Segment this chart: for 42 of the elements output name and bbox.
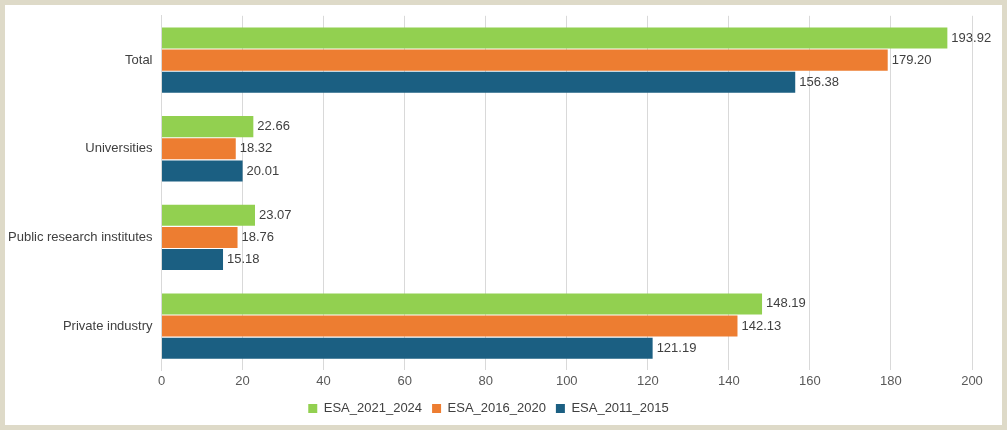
x-tick-label: 100 [555,372,578,388]
legend-label: ESA_2016_2020 [447,400,546,416]
legend-label: ESA_2021_2024 [323,400,423,416]
x-tick-label: 140 [718,372,740,388]
x-tick-label: 160 [799,372,821,388]
y-tick-label: Public research institutes [8,229,154,244]
y-tick-label: Total [125,51,153,67]
bar [162,337,653,359]
bar [162,138,236,160]
data-label: 23.07 [259,206,292,222]
bar [162,249,224,271]
x-tick-label: 200 [961,372,983,388]
x-tick-label: 0 [157,372,166,388]
data-label: 15.18 [227,251,260,267]
x-tick-label: 180 [880,372,902,388]
bar [162,226,238,248]
bar [162,204,255,226]
bar [162,116,254,138]
data-label: 148.19 [766,295,806,311]
data-label: 121.19 [656,339,697,355]
x-tick-label: 20 [235,372,250,388]
y-tick-label: Private industry [62,317,154,333]
bar [162,315,738,337]
x-tick-label: 60 [397,372,412,388]
x-tick-label: 120 [636,372,659,388]
bar [162,27,948,49]
x-tick-label: 40 [316,372,331,388]
bar [162,293,763,315]
data-label: 18.76 [241,229,275,244]
legend-label: ESA_2011_2015 [571,400,669,416]
data-label: 179.20 [891,51,932,67]
bar [162,160,243,182]
data-label: 193.92 [951,29,992,45]
data-label: 142.13 [741,317,782,333]
bar [162,49,888,71]
x-tick-label: 80 [478,372,493,388]
data-label: 20.01 [246,162,280,178]
data-label: 22.66 [257,118,290,134]
data-label: 156.38 [799,73,839,89]
y-tick-label: Universities [85,140,154,156]
bar [162,71,796,93]
data-label: 18.32 [239,140,273,156]
